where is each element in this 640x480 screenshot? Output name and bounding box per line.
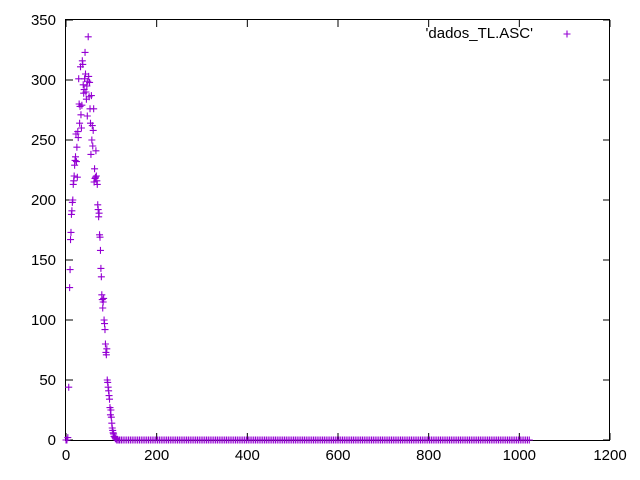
data-point [84, 33, 92, 41]
x-tick-label: 800 [416, 447, 441, 464]
data-point [93, 180, 101, 188]
y-tick-label: 50 [39, 372, 56, 389]
legend-marker-symbol [563, 30, 571, 38]
data-point [70, 172, 78, 180]
data-point [97, 264, 105, 272]
data-point [102, 351, 110, 359]
y-tick-label: 250 [31, 132, 56, 149]
x-tick-label: 600 [325, 447, 350, 464]
axis-ticks: 0 200 400 600 800 1000 1200 0 50 100 150 200 250 300 3… [31, 12, 627, 464]
data-point [96, 246, 104, 254]
x-tick-label: 0 [62, 447, 70, 464]
data-point [90, 105, 98, 113]
data-point [88, 122, 96, 130]
data-point [72, 153, 80, 161]
data-point [89, 142, 97, 150]
x-tick-label: 1000 [503, 447, 536, 464]
data-point [85, 72, 93, 80]
data-point [97, 273, 105, 281]
data-point [82, 88, 90, 96]
x-tick-label: 1200 [593, 447, 626, 464]
data-point [83, 82, 91, 90]
data-point [86, 78, 94, 86]
y-tick-label: 150 [31, 252, 56, 269]
data-point [100, 294, 108, 302]
data-point [95, 209, 103, 217]
data-point [64, 434, 72, 442]
data-point [87, 150, 95, 158]
data-point [66, 266, 74, 274]
data-point [106, 395, 114, 403]
legend-label: 'dados_TL.ASC' [426, 25, 534, 42]
y-tick-label: 300 [31, 72, 56, 89]
data-point [79, 81, 87, 89]
x-tick-label: 400 [235, 447, 260, 464]
data-point [103, 345, 111, 353]
data-point [88, 136, 96, 144]
data-points [62, 33, 533, 444]
data-point [77, 111, 85, 119]
data-point [107, 406, 115, 414]
data-point [81, 48, 89, 56]
data-point [65, 383, 73, 391]
data-point [74, 134, 82, 142]
data-point [79, 60, 87, 68]
data-point [75, 75, 83, 83]
x-tick-label: 200 [144, 447, 169, 464]
data-point [87, 92, 95, 100]
data-point [96, 233, 104, 241]
data-point [107, 413, 115, 421]
data-point [91, 173, 99, 181]
data-point [77, 124, 85, 132]
data-point [66, 284, 74, 292]
data-point [101, 340, 109, 348]
data-point [72, 158, 80, 166]
y-tick-label: 100 [31, 312, 56, 329]
data-point [91, 165, 99, 173]
data-point [69, 196, 77, 204]
data-point [76, 119, 84, 127]
data-point [73, 173, 81, 181]
data-point [101, 326, 109, 334]
y-tick-label: 350 [31, 12, 56, 29]
data-point [67, 228, 75, 236]
data-point [74, 128, 82, 136]
y-tick-label: 0 [48, 432, 56, 449]
legend-marker [563, 30, 571, 38]
data-point [89, 126, 97, 134]
data-point [68, 207, 76, 215]
data-point [99, 304, 107, 312]
y-tick-label: 200 [31, 192, 56, 209]
data-point [83, 112, 91, 120]
data-point [92, 147, 100, 155]
data-point [78, 101, 86, 109]
data-point [94, 206, 102, 214]
data-point [525, 436, 533, 444]
data-point [67, 236, 75, 244]
legend: 'dados_TL.ASC' [426, 25, 571, 42]
data-point [101, 320, 109, 328]
data-point [73, 143, 81, 151]
